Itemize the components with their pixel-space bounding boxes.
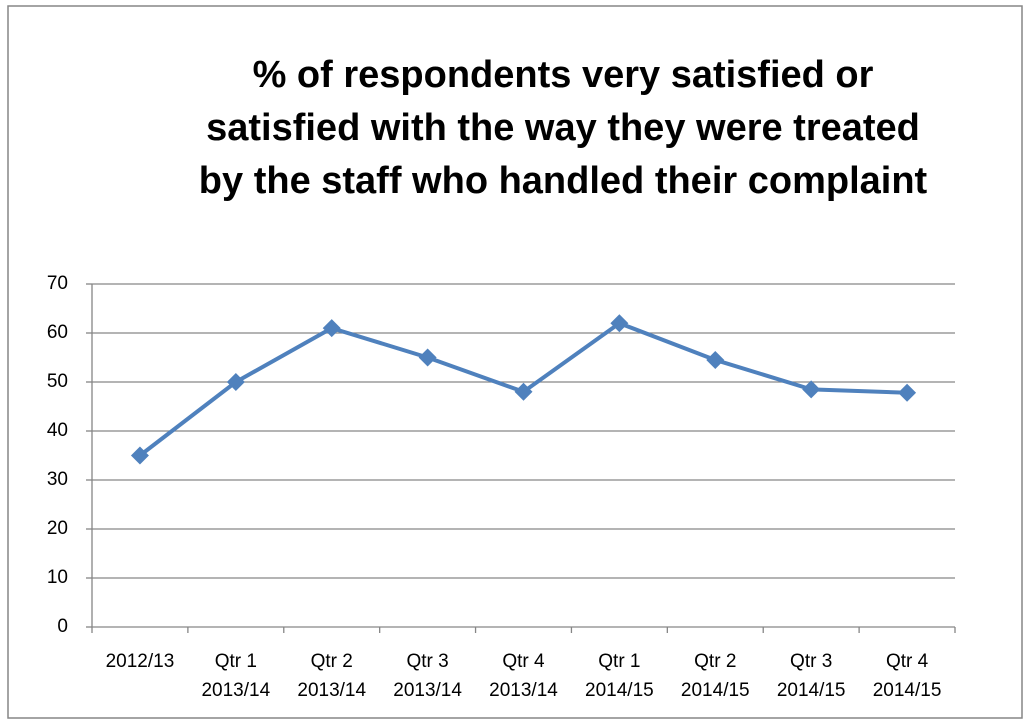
marker [226,373,245,391]
chart-title: by the staff who handled their complaint [199,160,928,202]
marker [706,350,725,369]
x-tick-label: 2013/14 [297,680,366,701]
x-tick-label: 2014/15 [873,680,942,701]
marker [514,382,533,401]
x-tick-label: 2013/14 [489,680,558,701]
y-tick-label: 10 [47,567,68,588]
x-tick-label: 2014/15 [777,680,846,701]
y-tick-label: 30 [47,469,68,490]
marker [322,319,341,338]
y-tick-label: 70 [47,273,68,294]
x-tick-label: 2014/15 [585,680,654,701]
marker [610,314,629,333]
chart-title: % of respondents very satisfied or [253,54,874,96]
marker [130,446,149,465]
x-tick-label: Qtr 2 [694,651,736,672]
x-tick-label: Qtr 2 [311,651,353,672]
x-tick-label: Qtr 4 [502,651,545,672]
chart-border [7,5,1023,719]
y-tick-label: 40 [47,420,68,441]
x-tick-label: 2013/14 [393,680,462,701]
x-tick-label: 2013/14 [201,680,270,701]
marker [898,383,917,402]
y-tick-label: 60 [47,322,68,343]
x-tick-label: 2012/13 [106,651,175,672]
x-tick-label: Qtr 1 [598,651,640,672]
x-tick-label: 2014/15 [681,680,750,701]
x-tick-label: Qtr 4 [886,651,929,672]
x-tick-label: Qtr 3 [406,651,448,672]
chart-title: satisfied with the way they were treated [206,107,920,149]
x-tick-label: Qtr 3 [790,651,832,672]
y-tick-label: 0 [57,616,68,637]
y-tick-label: 50 [47,371,68,392]
marker [418,348,437,367]
x-tick-label: Qtr 1 [215,651,257,672]
y-tick-label: 20 [47,518,68,539]
marker [802,380,821,399]
